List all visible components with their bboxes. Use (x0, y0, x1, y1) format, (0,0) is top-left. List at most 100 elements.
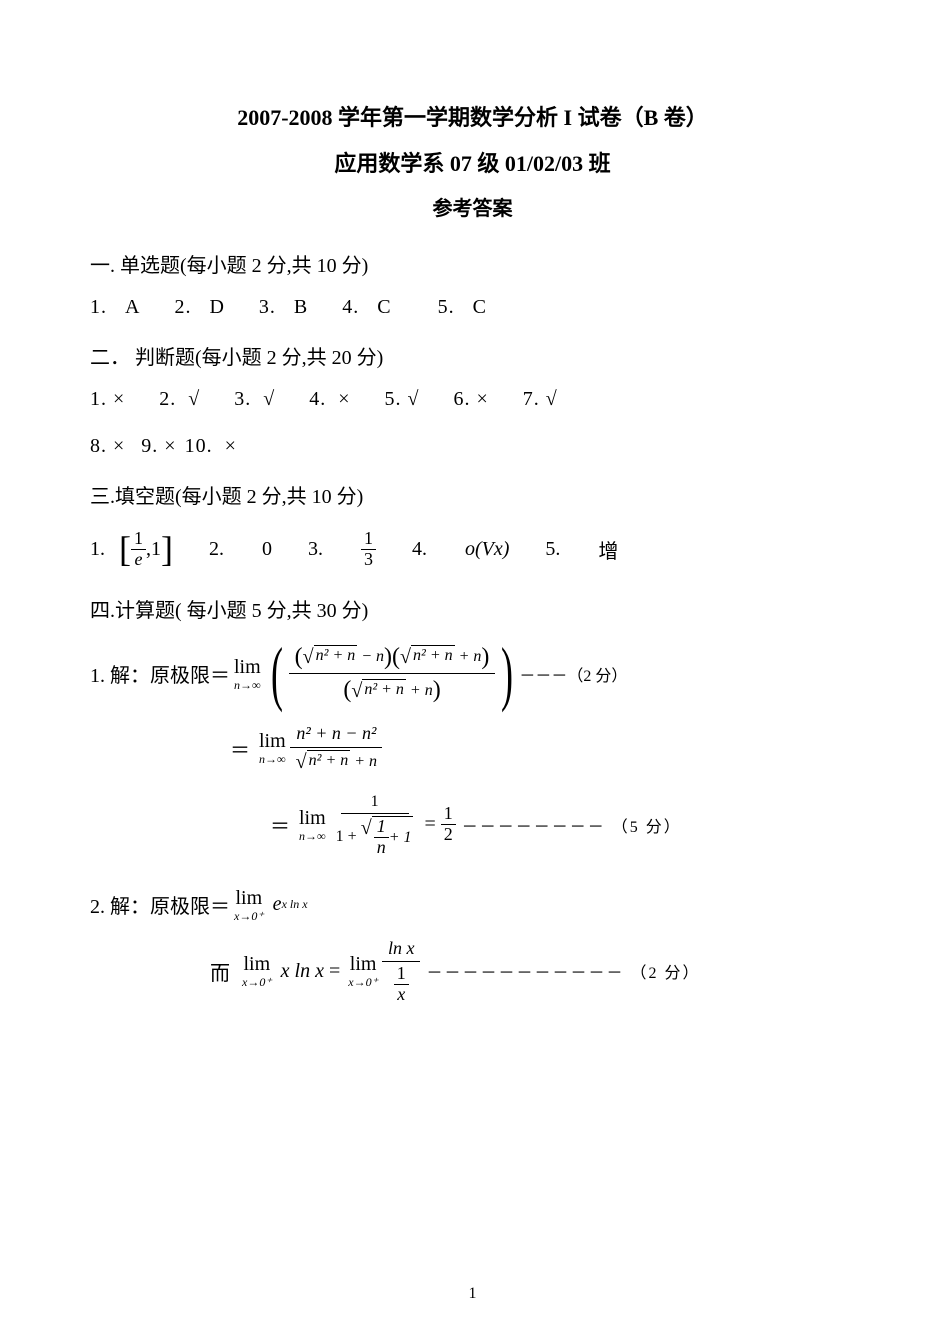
s2-r1-3n: 3. (234, 388, 251, 410)
s2-r2-3n: 10. (185, 435, 213, 457)
s3-n1: 1. (90, 538, 105, 561)
s3-a1: [ 1e ,1 ] (119, 529, 173, 570)
answer-key-label: 参考答案 (90, 192, 855, 221)
section2-row1: 1. × 2. √ 3. √ 4. × 5. √ 6. × 7. √ (90, 388, 855, 411)
p1-lim3: lim n→∞ (299, 808, 326, 842)
section1-answers: 1. A 2. D 3. B 4. C 5. C (90, 296, 855, 319)
p1-lim2: lim n→∞ (259, 731, 286, 765)
s2-r2-1n: 8. (90, 435, 107, 457)
p2-lnx: ln x (382, 936, 421, 963)
p1-inner-num: 1 (374, 817, 389, 838)
p1-plusn3: + n (354, 753, 377, 770)
p2-dashes: －－－－－－－－－－－ (426, 965, 624, 982)
s2-r1-6v: × (477, 388, 489, 410)
s2-r2-2n: 9. (141, 435, 158, 457)
p1-lim1-sub: n→∞ (234, 679, 261, 691)
p2-label: 2. 解：原极限＝ (90, 890, 230, 919)
s2-r1-5v: √ (408, 388, 420, 410)
s1-a4-val: C (377, 296, 391, 318)
p2-frac-den: x (394, 985, 408, 1005)
s3-a3: 13 (361, 529, 376, 570)
s1-a2-val: D (209, 296, 224, 318)
s3-n4: 4. (412, 538, 427, 561)
p2-and: 而 (210, 957, 230, 986)
p2-line1: 2. 解：原极限＝ lim x→0⁺ ex ln x (90, 888, 855, 922)
s3-a3-den: 3 (361, 550, 376, 570)
s2-r1-6n: 6. (454, 388, 471, 410)
p1-half-num: 1 (441, 804, 456, 825)
p2-lim2: lim x→0⁺ (242, 954, 272, 988)
p1-bigfrac: (√n² + n − n) (√n² + n + n) (√n² + n + n… (289, 641, 496, 708)
s2-r2-2v: × (164, 435, 176, 457)
section3-header: 三.填空题(每小题 2 分,共 10 分) (90, 480, 855, 509)
s3-a3-num: 1 (361, 529, 376, 550)
p2-eq: = (329, 960, 340, 983)
p2-score: （2 分） (630, 965, 700, 982)
p2-frac-num: 1 (394, 964, 409, 985)
p1-score2: （5 分） (612, 819, 682, 836)
p1-lim2-sub: n→∞ (259, 753, 286, 765)
p2-lim2-top: lim (244, 954, 271, 974)
s1-a1-num: 1. (90, 296, 107, 318)
exam-title: 2007-2008 学年第一学期数学分析 I 试卷（B 卷） (90, 100, 855, 132)
p1-frac3: 1 1 + √ 1n + 1 (330, 790, 420, 860)
p1-half: 12 (441, 804, 456, 845)
p2-lim3-sub: x→0⁺ (348, 976, 378, 988)
s2-r1-4v: × (338, 388, 350, 410)
s2-r1-2n: 2. (159, 388, 176, 410)
s2-r1-5n: 5. (385, 388, 402, 410)
p2-lim2-sub: x→0⁺ (242, 976, 272, 988)
p1-sqrt3: n² + n (362, 679, 406, 699)
p1-dashes: －－－－－－－－ (462, 819, 606, 836)
s3-n5: 5. (545, 538, 560, 561)
s3-a2: 0 (262, 538, 272, 561)
s3-a1-num: 1 (131, 529, 146, 550)
p2-exp-sup: x ln x (282, 897, 308, 912)
s3-n2: 2. (209, 538, 224, 561)
s2-r1-2v: √ (188, 388, 200, 410)
p1-label: 1. 解：原极限＝ (90, 659, 230, 688)
p2-frac: ln x 1x (382, 936, 421, 1007)
p2-lim3-top: lim (350, 954, 377, 974)
p1-line2: ＝ lim n→∞ n² + n − n² √n² + n + n (230, 721, 855, 776)
s1-a1-val: A (125, 296, 140, 318)
s1-a2-num: 2. (174, 296, 191, 318)
p1-lim3-top: lim (299, 808, 326, 828)
p1-sqrt2: n² + n (411, 645, 455, 665)
p1-inner-den: n (374, 838, 389, 858)
section1-header: 一. 单选题(每小题 2 分,共 10 分) (90, 249, 855, 278)
s3-a4: o(Vx) (465, 538, 509, 561)
p2-line2: 而 lim x→0⁺ x ln x = lim x→0⁺ ln x 1x －－－… (210, 936, 855, 1007)
s2-r1-1n: 1. (90, 388, 107, 410)
p1-lim1: lim n→∞ (234, 657, 261, 691)
p2-lim3: lim x→0⁺ (348, 954, 378, 988)
p1-plusn2: + n (410, 682, 433, 699)
s3-n3: 3. (308, 538, 323, 561)
s1-a3-val: B (294, 296, 308, 318)
s2-r2-3v: × (225, 435, 237, 457)
p2-lim1-top: lim (236, 888, 263, 908)
section2-header: 二． 判断题(每小题 2 分,共 20 分) (90, 341, 855, 370)
section2-row2: 8. × 9. × 10. × (90, 435, 855, 458)
p1-frac2: n² + n − n² √n² + n + n (290, 721, 383, 776)
p2-lim1: lim x→0⁺ (234, 888, 264, 922)
p1-sqrt4: n² + n (307, 750, 351, 770)
p1-half-den: 2 (441, 825, 456, 845)
s3-a5: 增 (598, 535, 618, 564)
p1-lim1-top: lim (234, 657, 261, 677)
s3-a1-right: ,1 (146, 538, 161, 561)
section3-answers: 1. [ 1e ,1 ] 2. 0 3. 13 4. o(Vx) 5. 增 (90, 529, 855, 570)
p2-e: e (273, 893, 282, 915)
s1-a5-num: 5. (438, 296, 455, 318)
s2-r2-1v: × (113, 435, 125, 457)
s2-r1-7v: √ (546, 388, 558, 410)
p1-plus1: + 1 (389, 828, 412, 847)
s2-r1-7n: 7. (523, 388, 540, 410)
s1-a5-val: C (473, 296, 487, 318)
p2-xlnx: x ln x (281, 960, 324, 982)
s2-r1-1v: × (113, 388, 125, 410)
s2-r1-3v: √ (263, 388, 275, 410)
p1-sqrt1: n² + n (314, 645, 358, 665)
exam-subtitle: 应用数学系 07 级 01/02/03 班 (90, 146, 855, 178)
s3-a1-den: e (132, 550, 146, 570)
